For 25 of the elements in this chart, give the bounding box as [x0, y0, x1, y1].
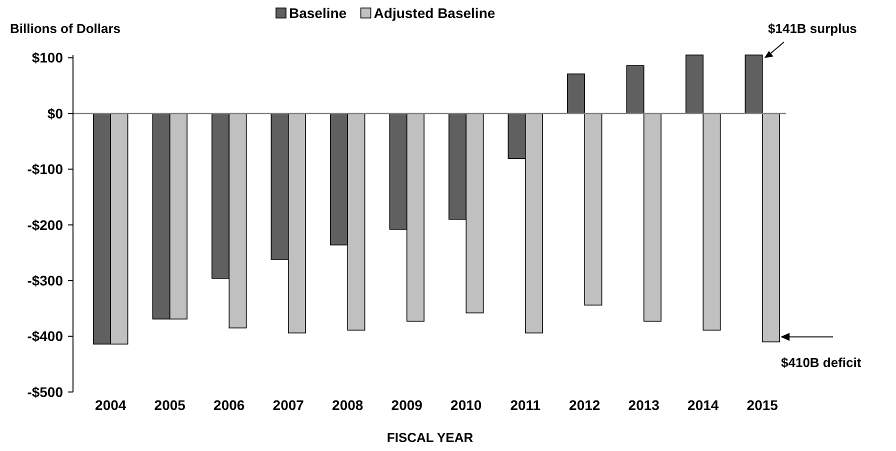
y-tick-label: -$100	[27, 161, 64, 178]
x-tick-label: 2004	[95, 397, 126, 413]
x-tick-label: 2007	[272, 397, 304, 413]
x-tick-label: 2009	[391, 397, 423, 413]
text: $141B surplus	[768, 21, 857, 36]
x-tick-label: 2015	[746, 397, 778, 413]
annotation: $410B deficit	[781, 355, 862, 370]
y-axis-title: Billions of Dollars	[10, 21, 121, 36]
x-tick-label: 2008	[332, 397, 364, 413]
x-tick-label: 2006	[214, 397, 245, 413]
y-tick-label: $0	[47, 105, 64, 122]
y-tick-label: -$500	[27, 384, 64, 400]
y-tick-label: -$300	[27, 272, 64, 288]
x-tick-label: 2011	[510, 397, 541, 413]
x-tick-label: 2010	[450, 397, 482, 413]
x-tick-label: 2014	[688, 397, 719, 413]
y-tick-label: $100	[32, 50, 64, 66]
x-tick-label: 2013	[628, 397, 660, 413]
y-tick-label: -$400	[27, 328, 64, 344]
y-tick-label: -$200	[27, 216, 64, 233]
legend-label: Adjusted Baseline	[374, 5, 496, 21]
x-axis-title: FISCAL YEAR	[386, 430, 474, 445]
x-tick-label: 2012	[569, 397, 600, 413]
legend-label: Baseline	[289, 5, 347, 21]
x-tick-label: 2005	[154, 397, 186, 413]
